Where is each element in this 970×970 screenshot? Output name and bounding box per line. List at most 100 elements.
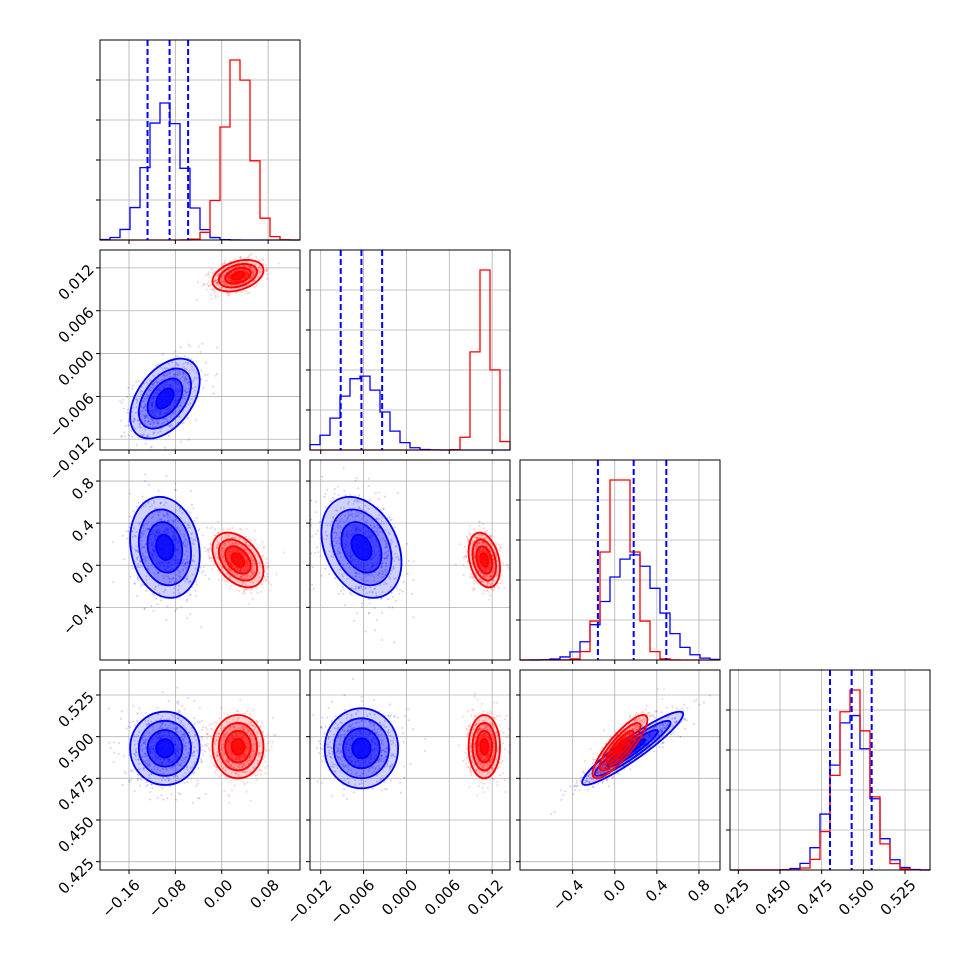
scatter-point — [492, 558, 495, 561]
scatter-point — [192, 507, 195, 510]
scatter-point — [260, 269, 263, 272]
scatter-point — [249, 571, 252, 574]
scatter-point — [172, 576, 175, 579]
scatter-point — [174, 373, 177, 376]
scatter-point — [496, 570, 499, 573]
scatter-point — [165, 373, 168, 376]
scatter-point — [381, 590, 384, 593]
scatter-point — [145, 712, 148, 715]
scatter-point — [325, 538, 328, 541]
scatter-point — [178, 575, 181, 578]
scatter-point — [134, 755, 137, 758]
scatter-point — [172, 520, 175, 523]
scatter-point — [179, 404, 182, 407]
scatter-point — [183, 533, 186, 536]
scatter-point — [231, 284, 234, 287]
scatter-point — [158, 510, 161, 513]
scatter-point — [492, 566, 495, 569]
scatter-point — [128, 530, 131, 533]
scatter-point — [474, 547, 477, 550]
scatter-point — [347, 515, 350, 518]
scatter-point — [244, 583, 247, 586]
scatter-point — [486, 581, 489, 584]
scatter-point — [388, 606, 391, 609]
scatter-point — [187, 561, 190, 564]
scatter-point — [246, 256, 249, 259]
scatter-point — [207, 284, 210, 287]
scatter-point — [178, 415, 181, 418]
scatter-point — [495, 572, 498, 575]
scatter-point — [141, 400, 144, 403]
scatter-point — [200, 626, 203, 629]
scatter-point — [185, 543, 188, 546]
scatter-point — [175, 376, 178, 379]
scatter-point — [127, 423, 130, 426]
scatter-point — [469, 532, 472, 535]
scatter-point — [407, 559, 410, 562]
scatter-point — [392, 568, 395, 571]
scatter-point — [213, 279, 216, 282]
density-contour — [230, 270, 246, 281]
scatter-point — [267, 564, 270, 567]
scatter-point — [337, 537, 340, 540]
scatter-point — [109, 747, 112, 750]
scatter-point — [189, 766, 192, 769]
scatter-point — [209, 527, 212, 530]
scatter-point — [185, 557, 188, 560]
scatter-point — [324, 567, 327, 570]
scatter-point — [183, 732, 186, 735]
scatter-point — [167, 373, 170, 376]
scatter-point — [240, 543, 243, 546]
scatter-point — [137, 565, 140, 568]
scatter-point — [195, 299, 198, 302]
scatter-point — [466, 537, 469, 540]
scatter-point — [387, 598, 390, 601]
scatter-point — [483, 575, 486, 578]
scatter-point — [354, 587, 357, 590]
scatter-point — [364, 579, 367, 582]
scatter-point — [204, 550, 207, 553]
scatter-point — [383, 556, 386, 559]
scatter-point — [384, 551, 387, 554]
scatter-point — [347, 510, 350, 513]
scatter-point — [223, 274, 226, 277]
scatter-point — [181, 511, 184, 514]
scatter-point — [490, 575, 493, 578]
scatter-point — [149, 764, 152, 767]
scatter-point — [165, 374, 168, 377]
histogram-panel-0 — [99, 40, 301, 241]
scatter-point — [178, 370, 181, 373]
panel-frame — [309, 249, 511, 451]
scatter-point — [144, 755, 147, 758]
scatter-point — [368, 573, 371, 576]
scatter-point — [156, 381, 159, 384]
scatter-point — [183, 733, 186, 736]
scatter-point — [475, 544, 478, 547]
scatter-point — [200, 760, 203, 763]
scatter-point — [494, 551, 497, 554]
scatter-point — [252, 270, 255, 273]
scatter-point — [492, 589, 495, 592]
scatter-point — [265, 270, 268, 273]
scatter-point — [216, 282, 219, 285]
scatter-point — [160, 599, 163, 602]
scatter-point — [142, 400, 145, 403]
scatter-point — [363, 573, 366, 576]
scatter-point — [263, 546, 266, 549]
scatter-point — [221, 558, 224, 561]
scatter-point — [252, 569, 255, 572]
scatter-point — [479, 536, 482, 539]
scatter-point — [339, 551, 342, 554]
scatter-point — [184, 561, 187, 564]
scatter-point — [249, 266, 252, 269]
scatter-point — [381, 508, 384, 511]
scatter-point — [155, 597, 158, 600]
scatter-point — [392, 595, 395, 598]
scatter-point — [251, 261, 254, 264]
scatter-point — [152, 433, 155, 436]
scatter-point — [398, 592, 401, 595]
scatter-point — [462, 574, 465, 577]
scatter-point — [187, 343, 190, 346]
scatter-point — [188, 580, 191, 583]
scatter-point — [124, 772, 127, 775]
